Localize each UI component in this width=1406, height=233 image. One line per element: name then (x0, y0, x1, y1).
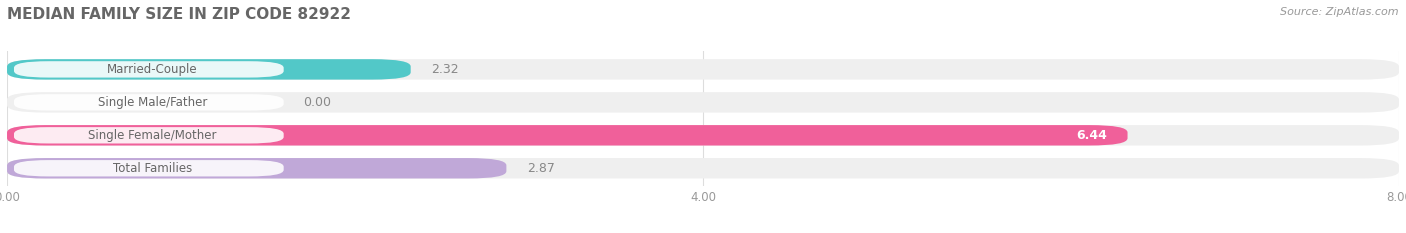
FancyBboxPatch shape (7, 59, 411, 80)
FancyBboxPatch shape (7, 125, 1399, 146)
Text: 2.32: 2.32 (432, 63, 460, 76)
FancyBboxPatch shape (14, 61, 284, 78)
Text: MEDIAN FAMILY SIZE IN ZIP CODE 82922: MEDIAN FAMILY SIZE IN ZIP CODE 82922 (7, 7, 351, 22)
Text: Source: ZipAtlas.com: Source: ZipAtlas.com (1281, 7, 1399, 17)
FancyBboxPatch shape (7, 125, 1128, 146)
FancyBboxPatch shape (7, 158, 1399, 178)
Text: 0.00: 0.00 (302, 96, 330, 109)
Text: 2.87: 2.87 (527, 162, 555, 175)
Text: Married-Couple: Married-Couple (107, 63, 198, 76)
Text: Single Female/Mother: Single Female/Mother (89, 129, 217, 142)
FancyBboxPatch shape (7, 59, 1399, 80)
Text: Single Male/Father: Single Male/Father (97, 96, 207, 109)
Text: Total Families: Total Families (112, 162, 193, 175)
FancyBboxPatch shape (7, 92, 1399, 113)
FancyBboxPatch shape (7, 158, 506, 178)
FancyBboxPatch shape (14, 160, 284, 176)
Text: 6.44: 6.44 (1076, 129, 1107, 142)
FancyBboxPatch shape (14, 127, 284, 144)
FancyBboxPatch shape (14, 94, 284, 110)
